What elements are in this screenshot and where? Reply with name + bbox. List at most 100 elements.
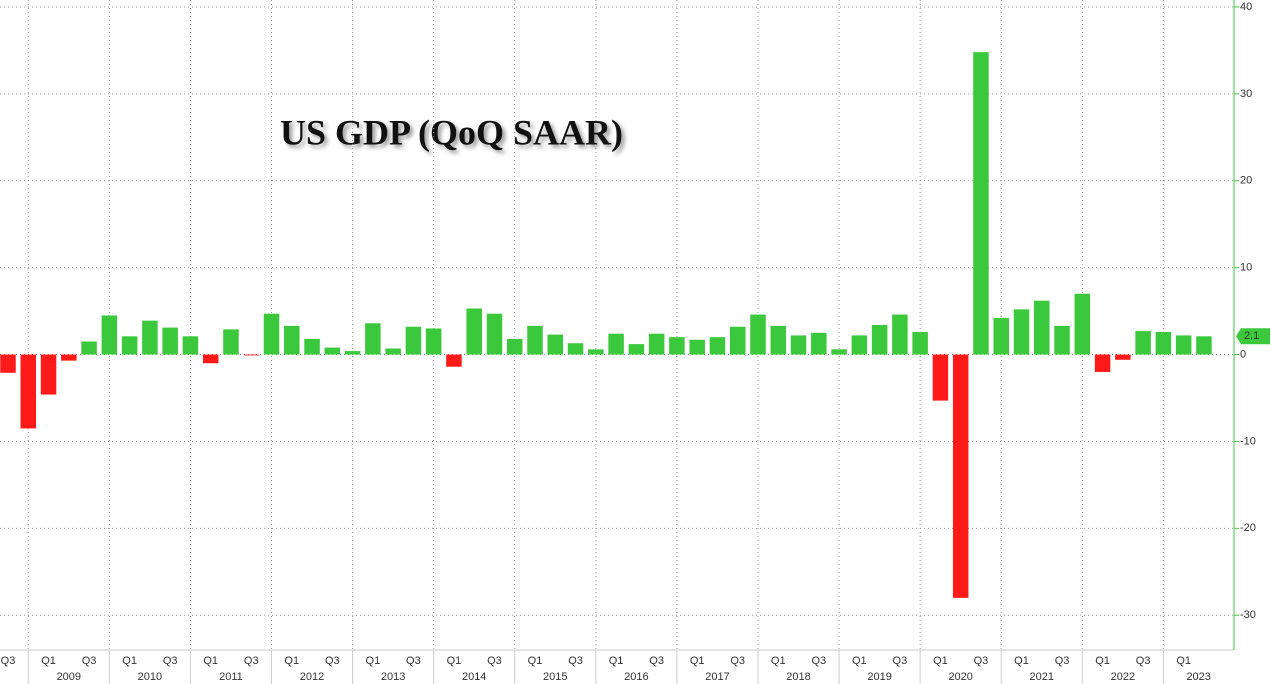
bar [648, 333, 665, 355]
x-tick-label: Q3 [974, 655, 989, 667]
bar [628, 344, 645, 355]
bar [729, 326, 746, 355]
bar [932, 354, 949, 401]
bar [405, 326, 422, 355]
year-label: 2017 [705, 671, 729, 683]
x-tick-label: Q3 [82, 655, 97, 667]
x-tick-label: Q1 [366, 655, 381, 667]
bar [1196, 336, 1212, 355]
bar [182, 336, 199, 355]
x-tick-label: Q3 [893, 655, 908, 667]
y-tick-label: -30 [1240, 609, 1256, 621]
bar [993, 318, 1009, 355]
bar [547, 334, 564, 355]
x-tick-label: Q1 [690, 655, 705, 667]
year-label: 2011 [219, 671, 243, 683]
bar [20, 354, 37, 429]
bar [243, 354, 259, 356]
x-tick-label: Q1 [447, 655, 462, 667]
x-tick-label: Q1 [1014, 655, 1029, 667]
year-label: 2010 [138, 671, 162, 683]
bar [0, 354, 16, 373]
x-tick-label: Q1 [122, 655, 137, 667]
bar [1013, 309, 1030, 355]
bar [689, 339, 705, 355]
bar [61, 354, 77, 361]
y-tick-label: 0 [1240, 348, 1246, 360]
bar [507, 338, 523, 355]
x-tick-label: Q1 [1095, 655, 1110, 667]
x-tick-label: Q3 [811, 655, 826, 667]
bar [750, 314, 766, 355]
x-tick-label: Q3 [1055, 655, 1070, 667]
bar [790, 335, 807, 355]
x-tick-label: Q3 [730, 655, 745, 667]
x-tick-label: Q1 [284, 655, 299, 667]
year-label: 2022 [1111, 671, 1135, 683]
bar [121, 336, 138, 355]
year-label: 2012 [300, 671, 324, 683]
bar [952, 354, 969, 598]
x-tick-label: Q1 [771, 655, 786, 667]
bar [811, 332, 827, 355]
year-label: 2014 [462, 671, 486, 683]
bar [588, 349, 604, 355]
x-tick-label: Q3 [1, 655, 16, 667]
bar [973, 52, 989, 355]
year-label: 2009 [57, 671, 81, 683]
bar [567, 343, 584, 355]
bar [202, 354, 219, 364]
last-value-label: 2.1 [1244, 330, 1259, 342]
bar [770, 325, 787, 355]
bar [851, 335, 868, 355]
x-tick-label: Q1 [203, 655, 218, 667]
year-label: 2021 [1030, 671, 1054, 683]
y-tick-label: -20 [1240, 522, 1256, 534]
bar [284, 325, 300, 355]
y-tick-label: -10 [1240, 435, 1256, 447]
bar [608, 333, 624, 355]
bar [527, 325, 543, 355]
last-value-tag [1236, 328, 1270, 345]
bar [365, 323, 381, 355]
x-tick-label: Q3 [649, 655, 664, 667]
x-tick-label: Q3 [163, 655, 178, 667]
bar [101, 315, 118, 355]
year-label: 2013 [381, 671, 405, 683]
bar [669, 337, 685, 355]
bar [162, 327, 178, 355]
year-label: 2015 [543, 671, 567, 683]
bar [892, 314, 908, 355]
bar [1034, 300, 1050, 355]
x-tick-label: Q3 [325, 655, 340, 667]
bar [304, 338, 320, 355]
bar [1175, 335, 1192, 355]
bar [709, 337, 726, 355]
y-tick-label: 30 [1240, 88, 1252, 100]
bar [344, 351, 361, 355]
year-label: 2018 [786, 671, 810, 683]
x-tick-label: Q1 [528, 655, 543, 667]
year-label: 2016 [624, 671, 648, 683]
x-tick-label: Q1 [852, 655, 867, 667]
x-tick-label: Q3 [1136, 655, 1151, 667]
y-tick-label: 20 [1240, 175, 1252, 187]
bar [831, 349, 847, 355]
bar [1054, 325, 1070, 355]
bar [1115, 354, 1131, 360]
x-tick-label: Q3 [487, 655, 502, 667]
bar [912, 331, 928, 355]
x-tick-label: Q1 [1176, 655, 1191, 667]
bar [425, 328, 442, 355]
x-tick-label: Q3 [568, 655, 583, 667]
bar [466, 308, 482, 355]
bar [1155, 331, 1172, 355]
x-tick-label: Q3 [406, 655, 421, 667]
x-tick-label: Q1 [609, 655, 624, 667]
bar [223, 329, 239, 355]
bar [1094, 354, 1111, 372]
bar [81, 341, 97, 355]
chart-title: US GDP (QoQ SAAR) [280, 112, 623, 152]
bar [486, 313, 503, 355]
